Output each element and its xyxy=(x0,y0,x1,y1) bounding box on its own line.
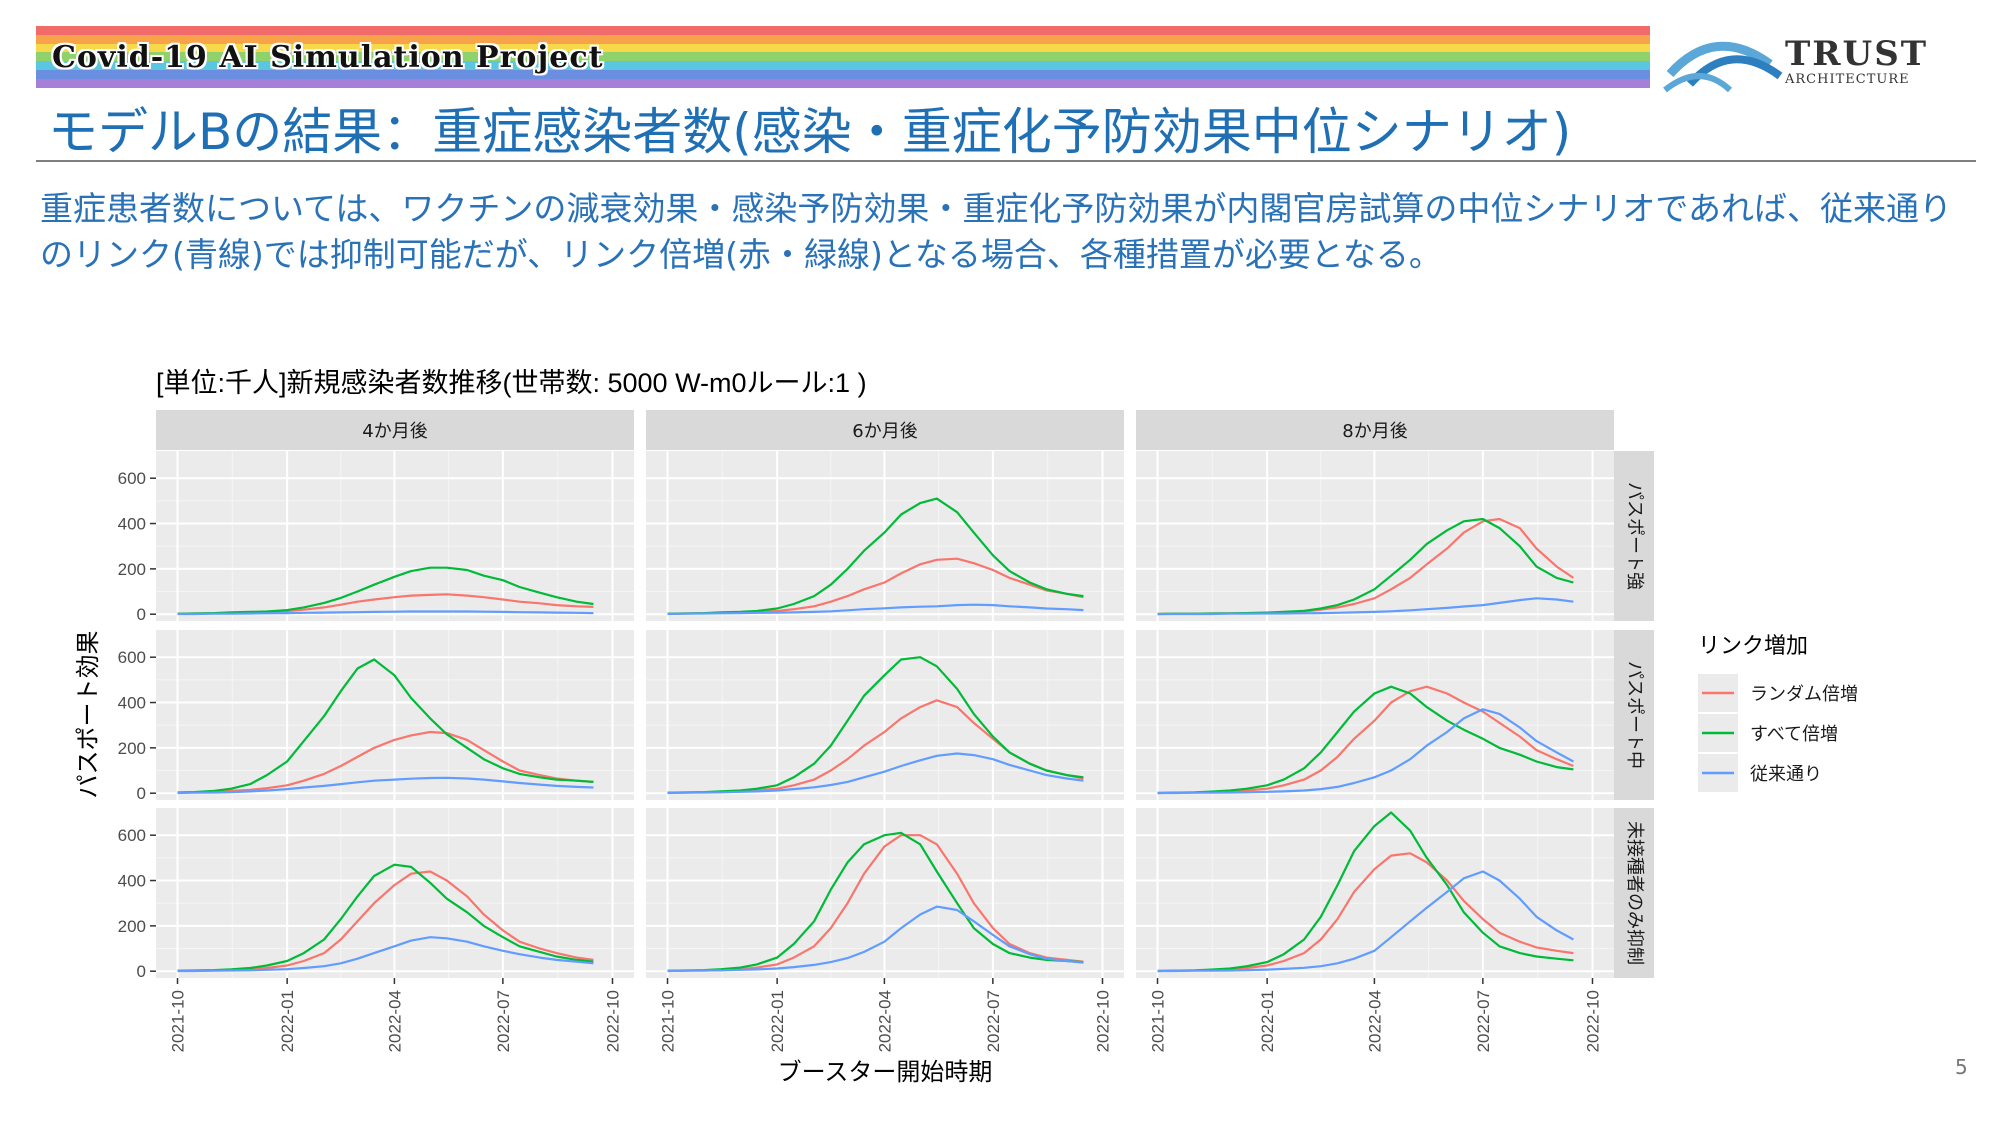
x-tick-label: 2022-04 xyxy=(875,990,894,1052)
x-tick-label: 2022-10 xyxy=(603,990,622,1052)
y-tick-label: 600 xyxy=(118,648,146,667)
logo-subtitle: ARCHITECTURE xyxy=(1785,72,1910,87)
banner-stripe xyxy=(36,26,1650,35)
series-line xyxy=(177,730,594,794)
banner-stripe xyxy=(36,61,1650,70)
banner-stripe xyxy=(36,34,1650,44)
series-line xyxy=(667,497,1084,615)
y-tick-label: 200 xyxy=(118,917,146,936)
facet-strip-col xyxy=(1136,410,1614,450)
x-tick-label: 2022-07 xyxy=(1474,990,1493,1052)
y-tick-label: 400 xyxy=(118,515,146,534)
banner-stripe xyxy=(36,69,1650,79)
x-tick-label: 2022-01 xyxy=(1258,990,1277,1052)
series-line xyxy=(667,656,1084,794)
series-line xyxy=(1157,870,1574,973)
bridge-arch-icon xyxy=(1663,41,1783,93)
slide-title: モデルBの結果：重症感染者数(感染・重症化予防効果中位シナリオ) xyxy=(48,103,1572,161)
chart-title: [単位:千人]新規感染者数推移(世帯数: 5000 W-m0ルール:1 ) xyxy=(156,368,867,398)
facet-label-col: 8か月後 xyxy=(1342,421,1407,442)
x-tick-label: 2022-04 xyxy=(385,990,404,1052)
y-tick-label: 0 xyxy=(137,962,146,981)
facet-label-row: パスポート中 xyxy=(1624,661,1645,769)
series-line xyxy=(177,566,594,615)
body-text: 重症患者数については、ワクチンの減衰効果・感染予防効果・重症化予防効果が内閣官房… xyxy=(40,189,1953,274)
x-axis-label: ブースター開始時期 xyxy=(778,1058,993,1086)
y-tick-label: 200 xyxy=(118,560,146,579)
x-tick-label: 2022-04 xyxy=(1365,990,1384,1052)
facet-label-col: 4か月後 xyxy=(362,421,427,442)
x-tick-label: 2022-07 xyxy=(984,990,1003,1052)
series-line xyxy=(667,831,1084,972)
x-tick-label: 2021-10 xyxy=(1149,990,1168,1052)
series-line xyxy=(177,936,594,973)
facet-label-row: 未接種者のみ抑制 xyxy=(1624,821,1645,965)
series-line xyxy=(667,752,1084,795)
facet-strip-row xyxy=(1614,630,1654,800)
series-line xyxy=(667,905,1084,973)
facet-label-row: パスポート強 xyxy=(1624,482,1645,590)
x-tick-label: 2022-01 xyxy=(278,990,297,1052)
legend-label: すべて倍増 xyxy=(1750,724,1838,745)
y-tick-label: 600 xyxy=(118,469,146,488)
series-line xyxy=(177,610,594,616)
y-axis-label: パスポート効果 xyxy=(74,631,102,799)
facet-label-col: 6か月後 xyxy=(852,421,917,442)
facet-strip-col xyxy=(156,410,634,450)
series-line xyxy=(1157,811,1574,973)
x-tick-label: 2022-01 xyxy=(768,990,787,1052)
y-tick-label: 0 xyxy=(137,784,146,803)
series-line xyxy=(177,776,594,795)
series-line xyxy=(177,863,594,972)
facet-strip-row xyxy=(1614,451,1654,621)
legend-title: リンク増加 xyxy=(1698,634,1808,659)
rainbow-banner xyxy=(36,26,1650,88)
x-tick-label: 2022-10 xyxy=(1093,990,1112,1052)
page-number: 5 xyxy=(1955,1055,1968,1079)
legend-label: ランダム倍増 xyxy=(1750,684,1858,705)
legend-label: 従来通り xyxy=(1750,764,1822,785)
y-tick-label: 400 xyxy=(118,694,146,713)
x-tick-label: 2022-07 xyxy=(494,990,513,1052)
banner-stripe xyxy=(36,43,1650,53)
series-line xyxy=(667,603,1084,616)
y-tick-label: 600 xyxy=(118,826,146,845)
project-title: Covid-19 AI Simulation Project xyxy=(52,40,604,75)
banner-stripe xyxy=(36,52,1650,62)
title-divider xyxy=(36,160,1976,162)
x-tick-label: 2022-10 xyxy=(1583,990,1602,1052)
series-line xyxy=(1157,597,1574,616)
series-line xyxy=(1157,708,1574,795)
facet-strip-col xyxy=(646,410,1124,450)
series-line xyxy=(1157,685,1574,795)
y-tick-label: 200 xyxy=(118,739,146,758)
x-tick-label: 2021-10 xyxy=(169,990,188,1052)
banner-stripe xyxy=(36,78,1650,88)
logo-name: TRUST xyxy=(1785,34,1929,74)
facet-strip-row xyxy=(1614,808,1654,978)
series-line xyxy=(177,658,594,794)
x-tick-label: 2021-10 xyxy=(659,990,678,1052)
y-tick-label: 400 xyxy=(118,872,146,891)
y-tick-label: 0 xyxy=(137,605,146,624)
